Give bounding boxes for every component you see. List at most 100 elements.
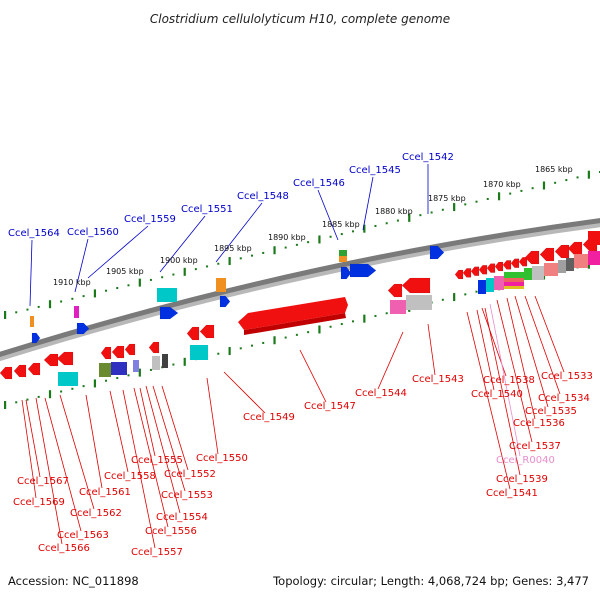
- upper-ruler-major-tick: [587, 170, 590, 179]
- upper-ruler-minor-tick: [82, 295, 85, 298]
- upper-ruler-minor-tick: [396, 219, 399, 222]
- gene-reverse: [186, 326, 200, 341]
- upper-ruler-major-tick: [453, 203, 456, 212]
- lower-ruler-minor-tick: [307, 331, 310, 334]
- gene-reverse: [43, 353, 59, 367]
- leader-line: [484, 307, 521, 476]
- gene-reverse: [494, 261, 504, 272]
- upper-ruler-minor-tick: [531, 187, 534, 190]
- lower-ruler-minor-tick: [15, 401, 18, 404]
- leader-line: [161, 385, 189, 471]
- upper-ruler-minor-tick: [116, 287, 119, 290]
- leader-line: [524, 295, 561, 395]
- gene-reverse: [27, 362, 41, 376]
- upper-ruler-minor-tick: [352, 230, 355, 233]
- leader-line: [139, 387, 156, 457]
- gene-label: Ccel_1553: [161, 490, 213, 501]
- gene-reverse: [539, 247, 555, 262]
- lower-ruler-minor-tick: [385, 312, 388, 315]
- gene-reverse: [199, 324, 215, 339]
- lower-ruler-major-tick: [363, 314, 366, 323]
- gene-label: Ccel_1548: [237, 191, 289, 202]
- leader-line: [85, 394, 103, 489]
- ruler-label: 1885 kbp: [322, 220, 360, 229]
- lower-ruler-minor-tick: [340, 323, 343, 326]
- upper-ruler-minor-tick: [486, 197, 489, 200]
- upper-ruler-minor-tick: [419, 214, 422, 217]
- gene-reverse: [99, 363, 111, 377]
- gene-label: Ccel_1534: [538, 393, 590, 404]
- gene-forward: [76, 322, 90, 335]
- gene-features: [0, 231, 600, 386]
- leader-line: [44, 397, 82, 532]
- upper-ruler-minor-tick: [161, 276, 164, 279]
- gene-label: Ccel_1537: [509, 441, 561, 452]
- gene-reverse: [567, 241, 583, 256]
- gene-reverse: [504, 286, 524, 289]
- upper-ruler-major-tick: [138, 278, 141, 287]
- gene-reverse: [510, 258, 520, 269]
- leader-line: [223, 371, 266, 414]
- gene-reverse: [0, 366, 13, 380]
- lower-ruler-major-tick: [48, 390, 52, 399]
- gene-label: Ccel_1559: [124, 214, 176, 225]
- gene-label: Ccel_1562: [70, 508, 122, 519]
- lower-ruler-major-tick: [453, 293, 456, 302]
- gene-reverse: [13, 364, 27, 378]
- leader-line: [476, 309, 495, 391]
- gene-reverse: [494, 276, 504, 290]
- lower-ruler-minor-tick: [441, 298, 444, 301]
- gene-reverse: [162, 354, 168, 368]
- gene-ccel-1547-shade: [244, 313, 346, 335]
- gene-label: Ccel_1546: [293, 178, 345, 189]
- lower-ruler-major-tick: [4, 401, 7, 409]
- gene-reverse: [478, 280, 486, 294]
- leader-line: [87, 225, 149, 279]
- leader-line: [74, 238, 89, 293]
- leader-line: [466, 311, 511, 490]
- lower-ruler-major-tick: [93, 379, 97, 388]
- upper-ruler-minor-tick: [15, 311, 18, 314]
- gene-reverse: [502, 260, 512, 270]
- lower-ruler-minor-tick: [475, 290, 478, 293]
- leader-line: [133, 387, 169, 528]
- upper-ruler-minor-tick: [37, 305, 40, 308]
- leader-line: [59, 394, 95, 510]
- ruler-label: 1910 kbp: [53, 278, 91, 287]
- upper-ruler-minor-tick: [520, 189, 523, 192]
- gene-label: Ccel_1563: [57, 530, 109, 541]
- ruler-labels: 1865 kbp 1870 kbp 1875 kbp 1880 kbp 1885 kbp…: [53, 165, 573, 287]
- gene-reverse: [504, 278, 524, 282]
- lower-ruler-major-tick: [138, 368, 141, 377]
- leader-line: [534, 295, 565, 373]
- upper-ruler-minor-tick: [554, 181, 557, 184]
- leader-line: [122, 389, 156, 549]
- gene-reverse: [574, 254, 588, 268]
- upper-ruler-major-tick: [93, 289, 97, 298]
- gene-label: Ccel_1533: [541, 371, 593, 382]
- upper-ruler-minor-tick: [307, 241, 310, 244]
- gene-forward: [349, 263, 377, 278]
- upper-ruler-minor-tick: [374, 224, 377, 227]
- leader-line: [506, 297, 536, 420]
- upper-ruler-minor-tick: [576, 176, 579, 179]
- leader-line: [29, 239, 33, 307]
- gene-forward: [31, 332, 41, 344]
- gene-label: Ccel_1539: [496, 474, 548, 485]
- gene-label: Ccel_1561: [79, 487, 131, 498]
- leader-line: [35, 397, 63, 545]
- gene-forward: [339, 250, 347, 256]
- gene-forward: [340, 266, 352, 280]
- gene-label: Ccel_1555: [131, 455, 183, 466]
- leader-line: [362, 176, 374, 231]
- leader-line: [109, 390, 129, 473]
- upper-ruler-major-tick: [497, 192, 501, 201]
- upper-ruler-minor-tick: [295, 243, 298, 246]
- lower-ruler-minor-tick: [71, 387, 74, 390]
- upper-ruler-minor-tick: [430, 211, 433, 214]
- leader-line: [25, 399, 41, 478]
- topology-text: Topology: circular; Length: 4,068,724 bp…: [272, 574, 589, 588]
- upper-ruler-minor-tick: [60, 300, 63, 303]
- gene-label: Ccel_1545: [349, 165, 401, 176]
